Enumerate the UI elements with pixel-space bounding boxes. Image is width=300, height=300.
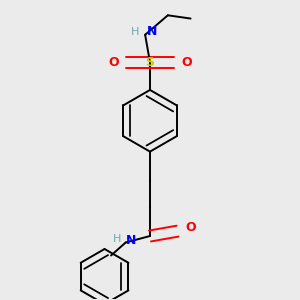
Text: O: O bbox=[185, 221, 196, 234]
Text: O: O bbox=[182, 56, 192, 69]
Text: S: S bbox=[146, 56, 154, 69]
Text: H: H bbox=[112, 234, 121, 244]
Text: H: H bbox=[130, 26, 139, 37]
Text: N: N bbox=[146, 25, 157, 38]
Text: N: N bbox=[126, 234, 137, 248]
Text: O: O bbox=[108, 56, 119, 69]
